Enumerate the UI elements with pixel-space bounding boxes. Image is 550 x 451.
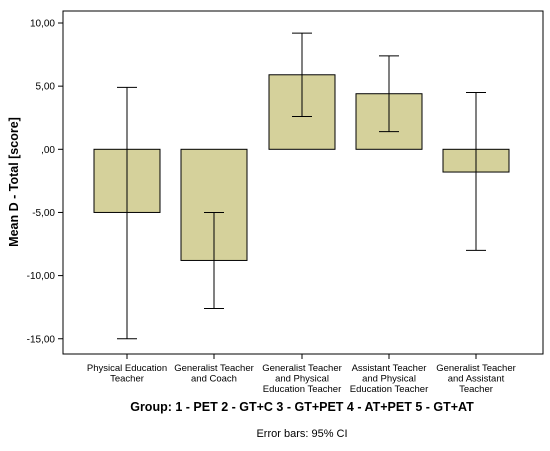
y-axis: 10,00 5,00 ,00 -5,00 -10,00 -15,00 [27, 19, 63, 345]
error-bars-group [117, 32, 486, 340]
x-category-label: Physical Education Teacher [87, 363, 167, 385]
error-bars-note: Error bars: 95% CI [256, 428, 347, 440]
y-tick-label: 10,00 [30, 19, 55, 30]
x-axis-title: Group: 1 - PET 2 - GT+C 3 - GT+PET 4 - A… [130, 400, 474, 414]
y-tick-label: -5,00 [32, 208, 55, 219]
x-category-label: Assistant Teacher and Physical Education T… [350, 363, 429, 395]
x-category-label: Generalist Teacher and Physical Education … [262, 363, 342, 395]
y-axis-title: Mean D - Total [score] [7, 117, 21, 247]
y-tick-label: ,00 [41, 145, 55, 156]
x-category-labels: Physical Education Teacher Generalist Teac… [87, 354, 516, 395]
x-category-label: Generalist Teacher and Coach [174, 363, 254, 385]
x-category-label: Generalist Teacher and Assistant Teacher [436, 363, 516, 395]
y-tick-label: -10,00 [27, 271, 56, 282]
y-tick-label: -15,00 [27, 334, 56, 345]
y-tick-label: 5,00 [36, 82, 56, 93]
